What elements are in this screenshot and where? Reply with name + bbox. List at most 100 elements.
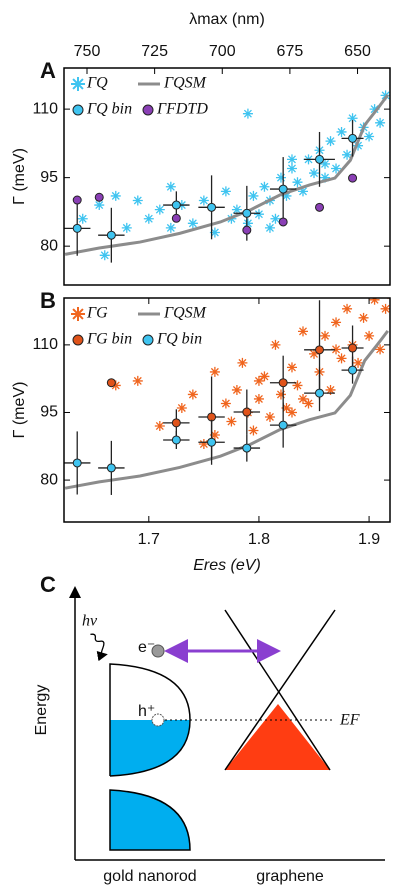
x2-axis-label: λmax (nm) <box>189 11 265 28</box>
y-tick-label: 110 <box>32 100 58 117</box>
hole <box>151 713 165 727</box>
bin-point <box>171 213 181 223</box>
point <box>297 393 308 404</box>
point <box>270 339 281 350</box>
point <box>325 136 336 147</box>
point <box>253 209 264 220</box>
bin-point <box>315 202 325 212</box>
point <box>375 117 386 128</box>
dirac-cone <box>224 609 331 771</box>
x-tick-label: 1.9 <box>358 531 380 548</box>
legend-label: ΓQ bin <box>86 101 132 118</box>
bin-point <box>106 378 116 388</box>
bin-point <box>207 202 217 212</box>
point <box>143 213 154 224</box>
point <box>292 380 303 391</box>
line <box>64 329 389 490</box>
legend-label: ΓG bin <box>86 331 132 348</box>
point <box>110 380 121 391</box>
bin-point <box>207 437 217 447</box>
point <box>342 303 353 314</box>
panel-label: A <box>40 58 56 83</box>
y-tick-label: 95 <box>40 404 58 421</box>
bin-point <box>348 365 358 375</box>
bin-point <box>106 463 116 473</box>
point <box>187 218 198 229</box>
bin-point <box>72 223 82 233</box>
y-axis-label: Γ (meV) <box>11 148 28 205</box>
point <box>336 126 347 137</box>
legend-label: ΓQ <box>86 75 108 92</box>
point <box>176 402 187 413</box>
lower-band <box>109 789 191 851</box>
bin-point <box>348 173 358 183</box>
point <box>387 298 390 300</box>
diagram: C Energy EF e⁻ h⁺ hν gold nanorod graphe… <box>33 572 385 885</box>
plot-frame <box>63 297 391 523</box>
point <box>231 204 242 215</box>
bin-point <box>315 345 325 355</box>
x-tick-label: 1.7 <box>138 531 160 548</box>
point <box>325 384 336 395</box>
point <box>275 389 286 400</box>
point <box>347 113 358 124</box>
point <box>331 317 342 328</box>
point <box>369 104 380 115</box>
plot-area <box>64 298 390 495</box>
legend-icon <box>71 307 85 321</box>
point <box>209 430 220 441</box>
graphene-label: graphene <box>256 868 324 885</box>
x2-tick-label: 750 <box>74 43 101 60</box>
x-axis-label: Eres (eV) <box>193 557 261 574</box>
point <box>198 439 209 450</box>
point <box>99 250 110 261</box>
y-tick-label: 110 <box>32 336 58 353</box>
point <box>380 303 390 314</box>
point <box>253 393 264 404</box>
point <box>220 398 231 409</box>
bin-point <box>348 343 358 353</box>
point <box>264 222 275 233</box>
point <box>209 366 220 377</box>
point <box>297 186 308 197</box>
x2-tick-label: 650 <box>344 43 371 60</box>
point <box>320 330 331 341</box>
point <box>353 140 364 151</box>
point <box>320 158 331 169</box>
point <box>286 407 297 418</box>
bin-point <box>315 388 325 398</box>
x-tick-label: 1.8 <box>248 531 270 548</box>
line <box>64 94 389 256</box>
point <box>154 204 165 215</box>
point <box>375 344 386 355</box>
point <box>342 149 353 160</box>
point <box>292 177 303 188</box>
bin-point <box>278 184 288 194</box>
legend-label: ΓG <box>86 305 108 322</box>
bin-point <box>348 133 358 143</box>
point <box>281 402 292 413</box>
point <box>275 172 286 183</box>
point <box>259 181 270 192</box>
y-axis-label: Γ (meV) <box>11 382 28 439</box>
point <box>231 384 242 395</box>
point <box>248 190 259 201</box>
legend-icon <box>142 334 154 346</box>
point <box>309 168 320 179</box>
legend-icon <box>72 334 84 346</box>
point <box>132 195 143 206</box>
nanorod-band <box>109 663 191 777</box>
point <box>286 362 297 373</box>
legend-icon <box>72 104 84 116</box>
point <box>165 181 176 192</box>
legend-icon <box>142 104 154 116</box>
y-tick-label: 80 <box>40 471 58 488</box>
legend-label: ΓFDTD <box>156 101 208 118</box>
dirac-cone <box>224 609 336 771</box>
point <box>320 172 331 183</box>
energy-label: Energy <box>33 685 50 736</box>
point <box>220 186 231 197</box>
panel-label: C <box>40 572 56 597</box>
y-tick-label: 80 <box>40 237 58 254</box>
y-tick-label: 95 <box>40 169 58 186</box>
